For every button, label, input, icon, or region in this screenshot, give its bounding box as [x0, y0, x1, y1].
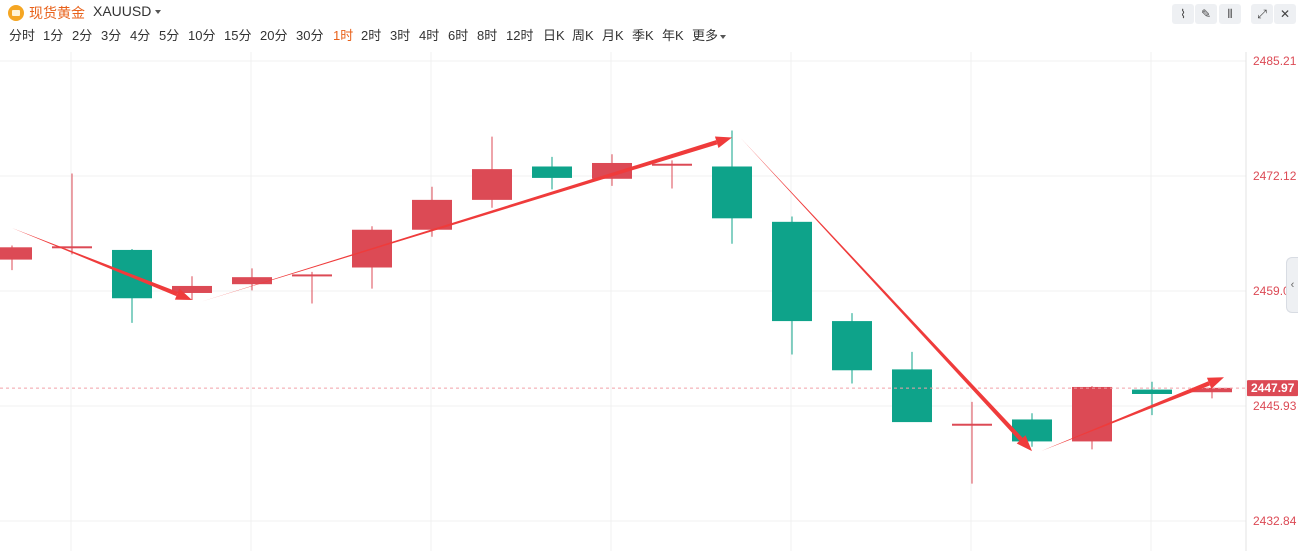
interval-option[interactable]: 季K: [632, 28, 654, 43]
interval-option[interactable]: 12时: [506, 28, 534, 43]
chevron-down-icon[interactable]: [155, 10, 161, 14]
indicator-icon[interactable]: ⌇: [1172, 4, 1194, 24]
candle-body[interactable]: [112, 249, 152, 299]
candle-body[interactable]: [472, 169, 512, 200]
interval-option[interactable]: 分时: [9, 28, 36, 43]
candle-body[interactable]: [0, 247, 32, 260]
trend-arrow-head: [1206, 377, 1224, 389]
interval-option[interactable]: 4分: [130, 28, 151, 43]
interval-option[interactable]: 1分: [43, 28, 64, 43]
interval-option[interactable]: 6时: [448, 28, 469, 43]
interval-option[interactable]: 2时: [361, 28, 382, 43]
chevron-left-icon[interactable]: ‹: [1286, 257, 1298, 313]
trend-arrow-shaft: [201, 140, 718, 302]
y-tick-label: 2445.93: [1253, 399, 1297, 413]
interval-option[interactable]: 10分: [188, 28, 216, 43]
interval-option[interactable]: 4时: [419, 28, 440, 43]
interval-option[interactable]: 8时: [477, 28, 498, 43]
fullscreen-icon[interactable]: ⤢: [1251, 4, 1273, 24]
candle-body[interactable]: [412, 199, 452, 230]
trend-arrow-head: [714, 136, 732, 148]
candle-body[interactable]: [832, 321, 872, 371]
symbol-name[interactable]: 现货黄金: [29, 5, 85, 21]
candle-type-icon[interactable]: ⫴: [1219, 4, 1241, 24]
symbol-code[interactable]: XAUUSD: [93, 3, 152, 19]
trend-arrow-shaft: [741, 138, 1023, 441]
chevron-down-icon[interactable]: [720, 35, 726, 39]
y-tick-label: 2472.12: [1253, 169, 1297, 183]
candle-body[interactable]: [592, 162, 632, 179]
interval-option[interactable]: 月K: [602, 28, 624, 43]
chart-svg[interactable]: 2485.21 2472.12 2459.03 2445.93 2432.84 2447.…: [0, 52, 1298, 551]
interval-option[interactable]: 1时: [333, 28, 354, 43]
close-icon[interactable]: ✕: [1274, 4, 1296, 24]
trend-arrow-head: [1016, 435, 1032, 452]
interval-option[interactable]: 3分: [101, 28, 122, 43]
interval-option[interactable]: 2分: [72, 28, 93, 43]
candle-body[interactable]: [1192, 387, 1232, 393]
candle-body[interactable]: [712, 166, 752, 219]
candle-body[interactable]: [892, 369, 932, 423]
candle-body[interactable]: [772, 221, 812, 322]
interval-option[interactable]: 5分: [159, 28, 180, 43]
candle-body[interactable]: [952, 423, 992, 426]
trend-arrow-shaft: [1041, 381, 1210, 452]
interval-option[interactable]: 30分: [296, 28, 324, 43]
candle-body[interactable]: [652, 163, 692, 166]
interval-option[interactable]: 周K: [572, 28, 594, 43]
y-tick-label: 2485.21: [1253, 54, 1297, 68]
last-price-label: 2447.97: [1251, 381, 1295, 395]
candle-body[interactable]: [232, 277, 272, 285]
interval-more[interactable]: 更多: [692, 28, 719, 43]
trend-arrow-head: [174, 288, 192, 301]
gold-coin-icon: [8, 5, 24, 21]
candle-body[interactable]: [1072, 386, 1112, 442]
candle-body[interactable]: [292, 274, 332, 277]
candle-body[interactable]: [1132, 389, 1172, 394]
candlestick-chart[interactable]: 2485.21 2472.12 2459.03 2445.93 2432.84 2447.…: [0, 52, 1298, 551]
interval-option[interactable]: 年K: [662, 28, 684, 43]
candle-body[interactable]: [172, 285, 212, 293]
y-tick-label: 2459.03: [1253, 284, 1297, 298]
chart-header: 现货黄金 XAUUSD ⌇ ✎ ⫴ ⤢ ✕: [0, 0, 1298, 26]
interval-option[interactable]: 3时: [390, 28, 411, 43]
interval-option[interactable]: 日K: [543, 28, 565, 43]
trend-arrow-shaft: [12, 227, 178, 297]
toolbar: ⌇ ✎ ⫴ ⤢ ✕: [1172, 4, 1296, 24]
interval-option[interactable]: 20分: [260, 28, 288, 43]
draw-icon[interactable]: ✎: [1195, 4, 1217, 24]
last-price-badge: [1247, 380, 1298, 397]
interval-selector: 分时 1分 2分 3分 4分 5分 10分 15分 20分 30分 1时 2时 3时 4时 6时 8时 12时日…: [0, 27, 760, 47]
candle-body[interactable]: [532, 166, 572, 178]
interval-option[interactable]: 15分: [224, 28, 252, 43]
y-tick-label: 2432.84: [1253, 514, 1297, 528]
candle-body[interactable]: [1012, 419, 1052, 442]
candle-body[interactable]: [52, 246, 92, 249]
